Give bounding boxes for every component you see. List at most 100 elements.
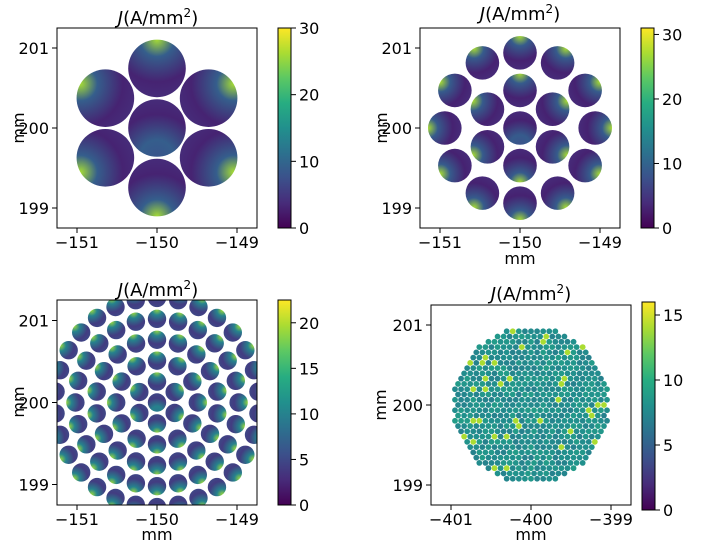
strand [528,370,534,377]
strand [485,381,492,387]
strand [509,433,516,440]
strand [535,92,570,126]
strand [558,338,565,345]
strand [519,365,525,372]
strand [528,338,534,345]
strand [128,99,186,157]
strand [461,423,467,429]
strand [546,338,553,345]
strand [76,129,135,187]
strand [552,412,559,419]
strand [546,454,553,461]
panel-3-plot-area [57,300,257,505]
strand [126,474,146,493]
strand [576,381,583,387]
strand [467,391,474,398]
strand [473,454,480,461]
strand [519,470,525,477]
strand [485,433,492,440]
strand [509,381,516,387]
panel-1-y-ticks: 199 200 201 [18,39,57,218]
strand [488,344,495,350]
strand [555,438,562,445]
strand [595,391,601,398]
strand [534,370,540,377]
strand [77,351,96,370]
y-tick-label: 199 [18,199,49,218]
strand [515,433,522,440]
strand [515,349,522,356]
strand [503,360,510,366]
strand [473,360,480,366]
strand [494,407,501,414]
strand [509,391,516,398]
strand [543,354,550,361]
strand [561,386,568,393]
strand [570,412,577,419]
strand [567,344,574,350]
strand [485,349,492,356]
strand [470,417,477,424]
strand [537,354,543,361]
strand [183,372,202,391]
strand [512,460,519,466]
strand [519,375,525,382]
strand [549,386,556,393]
strand [497,391,504,398]
strand [87,477,107,497]
strand [531,344,537,350]
strand [494,365,501,372]
strand [503,454,510,461]
strand [488,396,495,403]
strand [476,365,483,372]
strand [467,433,474,440]
strand [558,433,565,440]
strand [509,423,516,429]
strand [549,449,556,456]
strand [57,360,70,380]
y-tick-label: 199 [18,476,49,495]
y-tick-label: 201 [18,312,49,331]
strand [588,402,595,408]
strand [555,396,562,403]
strand [525,449,531,456]
strand [506,460,513,466]
strand [168,334,188,353]
strand [576,454,583,461]
colorbar-tick-label: 15 [663,306,683,325]
strand [500,438,507,445]
strand [509,328,516,335]
colorbar-tick-label: 10 [662,154,682,173]
strand [549,333,556,340]
strand [482,375,489,382]
strand [579,396,586,403]
x-tick-label: −151 [55,233,99,252]
strand [497,454,504,461]
strand [488,438,495,445]
strand [470,354,477,361]
strand [200,424,220,444]
strand [540,381,547,387]
strand [531,365,537,372]
strand [476,375,483,382]
panel-3-colorbar [277,299,292,506]
strand [525,470,531,477]
strand [543,333,550,340]
strand [512,396,519,403]
strand [503,328,510,335]
strand [579,428,586,435]
strand [582,454,589,461]
strand [438,148,472,183]
strand [540,360,547,366]
strand [485,423,492,429]
strand [509,465,516,472]
strand [543,365,550,372]
strand [525,396,531,403]
strand [515,423,522,429]
strand [537,344,543,350]
panel-1-strands [76,39,238,217]
strand [147,476,167,496]
strand [540,465,547,472]
strand [522,381,528,387]
strand [525,438,531,445]
